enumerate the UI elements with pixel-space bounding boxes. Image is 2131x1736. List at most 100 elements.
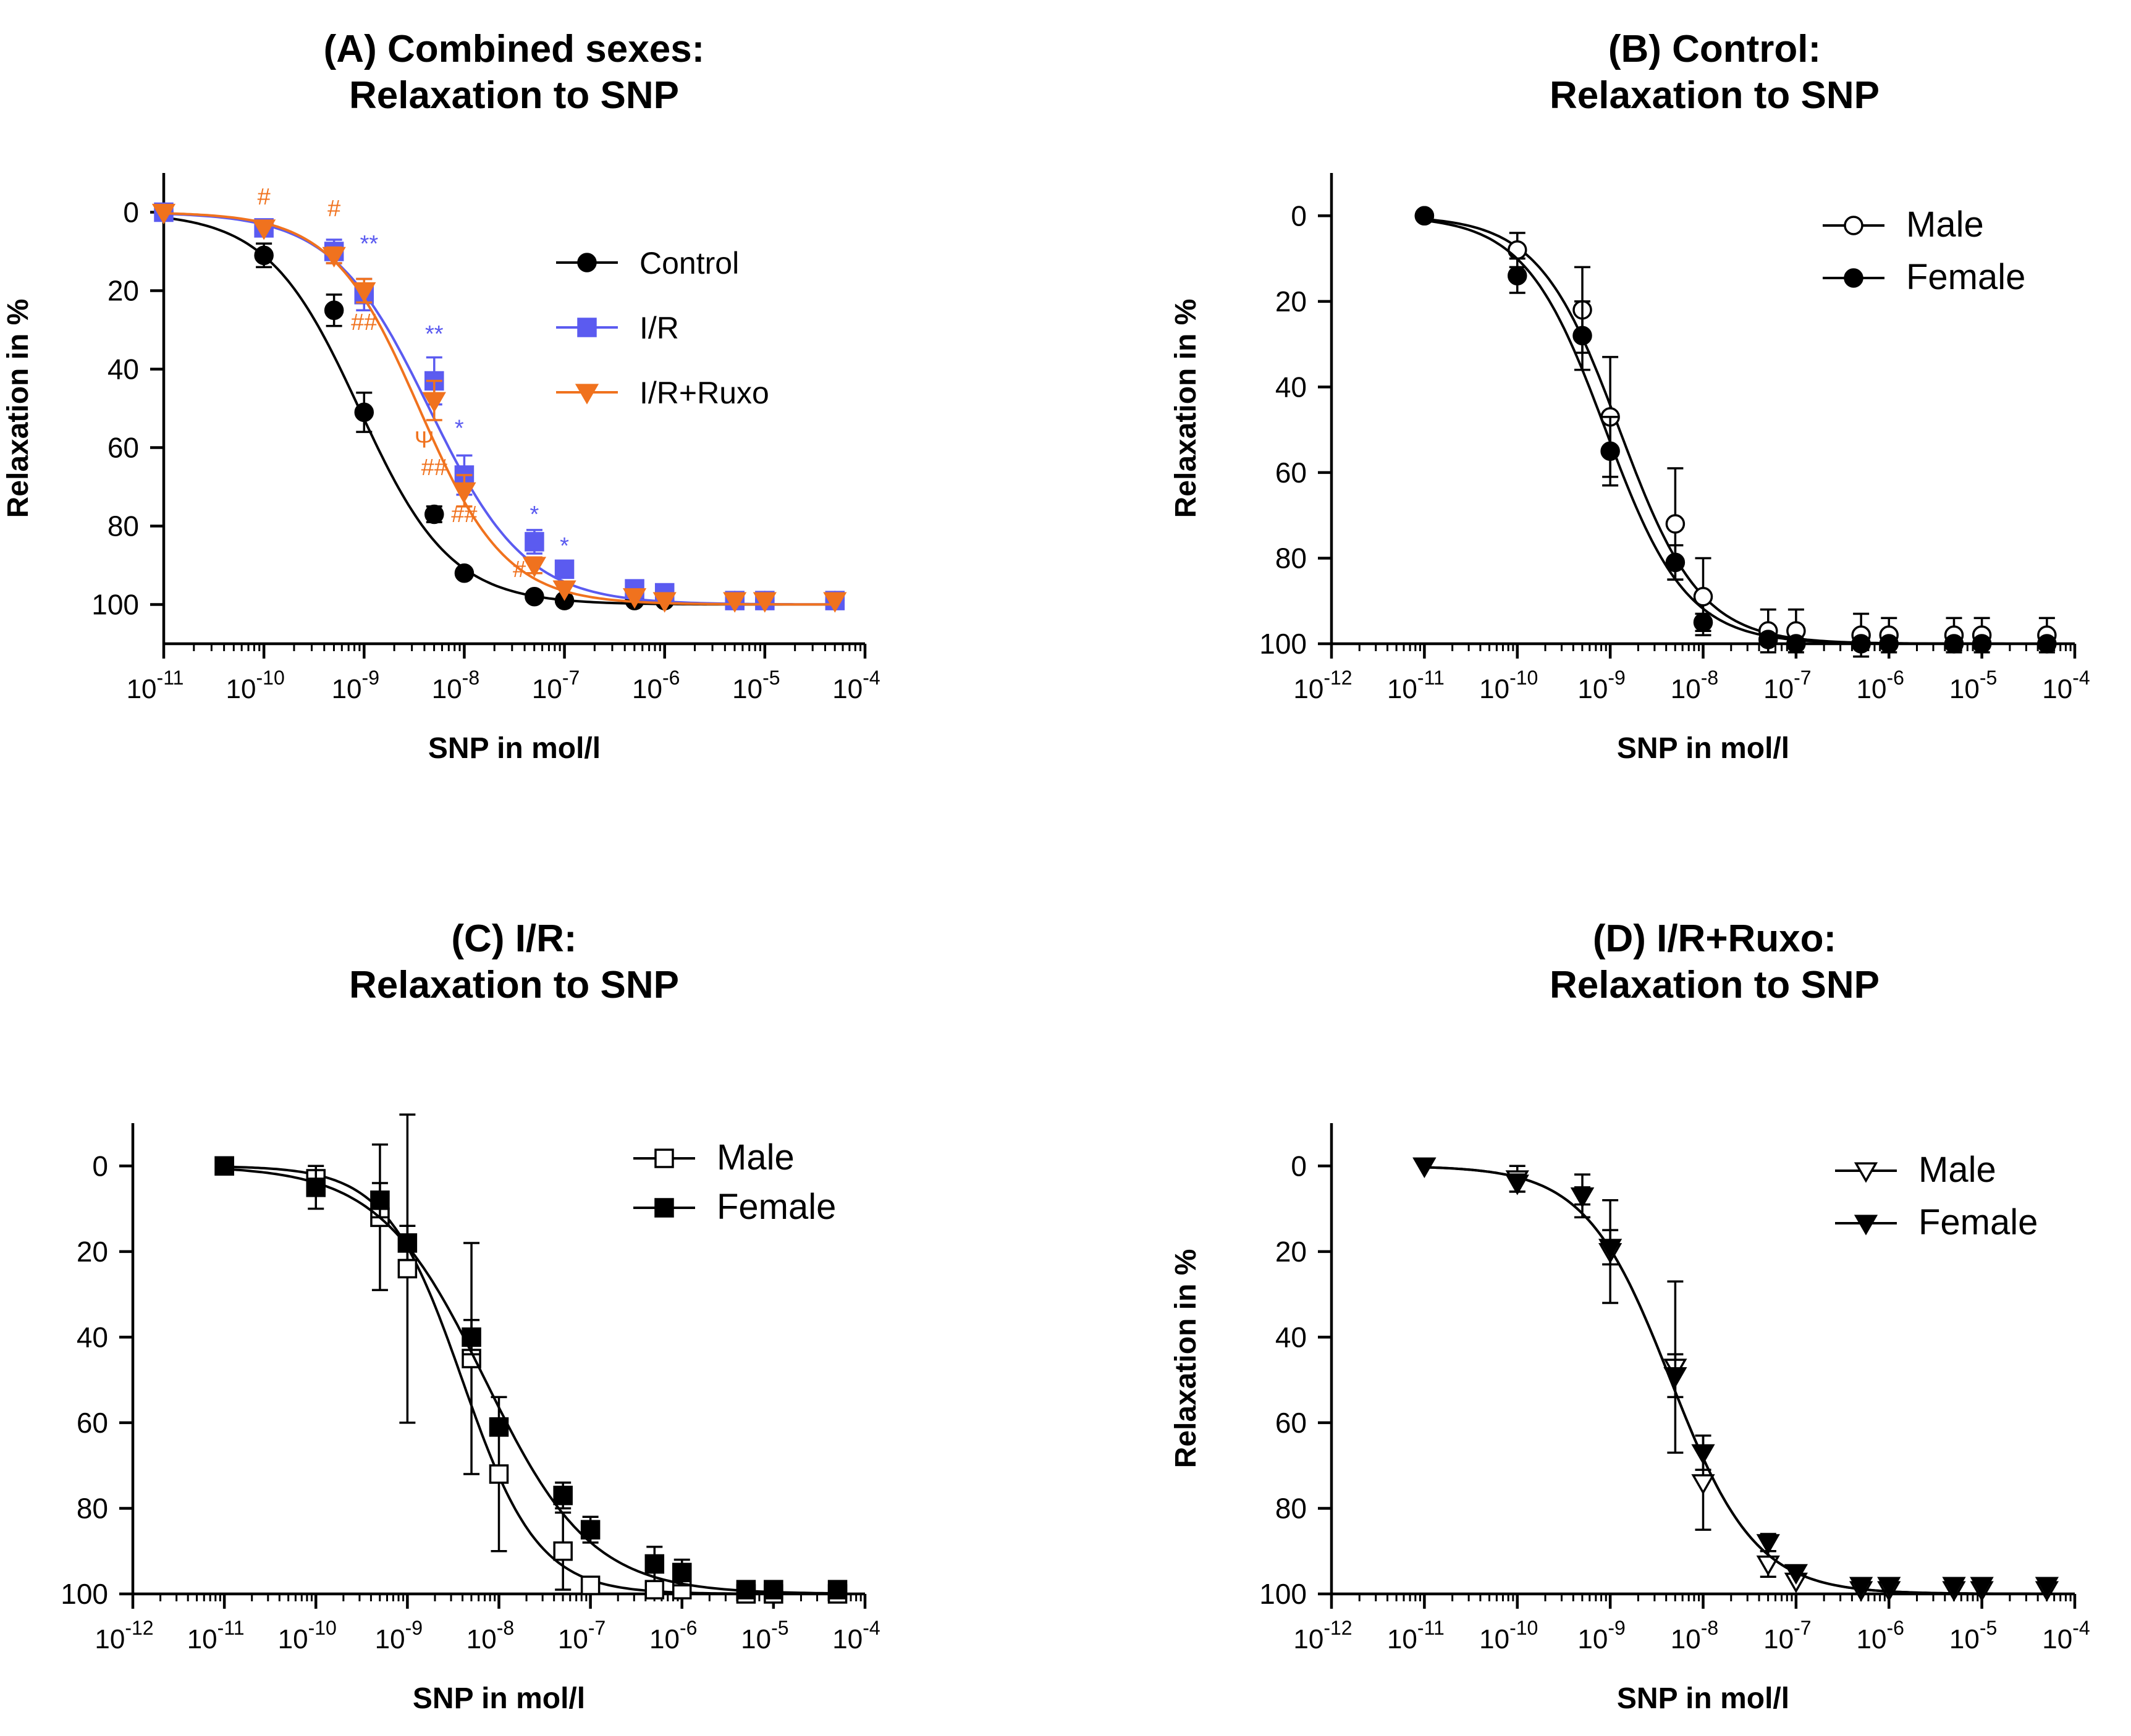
y-axis-label: Relaxation in % — [2, 299, 35, 518]
data-point — [1693, 587, 1713, 607]
y-tick-label: 60 — [77, 1407, 108, 1439]
legend-marker — [1854, 1162, 1878, 1183]
x-tick-exponent: -9 — [405, 1617, 423, 1639]
data-point — [424, 504, 444, 525]
x-tick-exponent: -10 — [256, 667, 284, 689]
data-point — [1600, 441, 1620, 461]
x-tick-exponent: -12 — [125, 1617, 153, 1639]
y-tick-label: 40 — [77, 1321, 108, 1353]
data-point — [525, 587, 544, 607]
x-tick-label: 10-11 — [127, 667, 184, 704]
y-tick-label: 20 — [77, 1236, 108, 1268]
data-point — [1691, 1474, 1715, 1495]
data-point — [354, 402, 374, 423]
legend-label: Female — [717, 1187, 836, 1227]
x-tick-label: 10-5 — [741, 1617, 788, 1654]
data-point — [827, 1580, 848, 1599]
x-tick-label: 10-10 — [1479, 667, 1538, 704]
x-tick-exponent: -8 — [497, 1617, 514, 1639]
x-tick-exponent: -11 — [157, 667, 184, 689]
x-tick-label: 10-7 — [1763, 1617, 1811, 1654]
data-point — [552, 580, 576, 601]
y-tick-label: 0 — [1291, 1150, 1307, 1182]
data-point — [489, 1417, 509, 1437]
x-tick-label: 10-11 — [1387, 667, 1445, 704]
data-point — [462, 1327, 481, 1347]
data-point — [1665, 514, 1686, 534]
data-point — [452, 482, 476, 503]
x-tick-exponent: -4 — [863, 1617, 880, 1639]
significance-mark: ** — [425, 321, 444, 347]
x-tick-label: 10-11 — [1387, 1617, 1445, 1654]
data-point — [1851, 634, 1871, 654]
x-tick-exponent: -9 — [362, 667, 379, 689]
data-point — [489, 1464, 509, 1484]
x-tick-exponent: -7 — [562, 667, 580, 689]
legend: Male Female — [633, 1137, 836, 1227]
x-tick-exponent: -9 — [1608, 667, 1625, 689]
chart-title: (B) Control: — [1608, 28, 1821, 70]
data-point — [1756, 1534, 1780, 1555]
x-tick-exponent: -11 — [217, 1617, 245, 1639]
data-point — [397, 1233, 418, 1253]
data-point — [1879, 634, 1899, 654]
data-point — [322, 246, 346, 268]
data-point — [522, 557, 547, 578]
data-point — [324, 300, 344, 320]
data-point — [1508, 240, 1527, 260]
x-tick-label: 10-12 — [1293, 1617, 1352, 1654]
fit-curve — [224, 1165, 838, 1595]
legend-label: Male — [1906, 204, 1984, 245]
data-point — [1598, 1239, 1623, 1260]
data-point — [1412, 1157, 1437, 1178]
data-point — [672, 1562, 692, 1583]
data-point — [1505, 1174, 1529, 1195]
data-point — [1572, 326, 1592, 345]
chart-subtitle: Relaxation to SNP — [1550, 964, 1880, 1006]
x-tick-label: 10-4 — [2042, 667, 2090, 704]
legend: Control I/R I/R+Ruxo — [556, 246, 769, 410]
x-tick-exponent: -11 — [1417, 1617, 1445, 1639]
data-point — [580, 1575, 601, 1595]
y-tick-label: 60 — [1275, 457, 1307, 489]
legend: Male Female — [1823, 204, 2025, 297]
x-tick-label: 10-6 — [632, 667, 680, 704]
x-tick-exponent: -6 — [1887, 1617, 1904, 1639]
data-point — [753, 592, 777, 613]
legend-label: Control — [639, 246, 739, 280]
chart-title: (A) Combined sexes: — [324, 28, 705, 70]
data-point — [2037, 634, 2057, 654]
series-female — [1414, 206, 2057, 654]
legend-label: Male — [717, 1137, 795, 1178]
fit-curve — [224, 1168, 838, 1595]
y-tick-label: 100 — [1259, 628, 1307, 660]
y-axis-label: Relaxation in % — [1170, 1249, 1202, 1468]
legend-marker — [654, 1148, 674, 1168]
fit-curve — [163, 212, 835, 606]
data-point — [1570, 1187, 1595, 1208]
data-point — [1663, 1367, 1687, 1388]
significance-mark: # — [513, 557, 526, 583]
x-axis-label: SNP in mol/l — [1617, 732, 1789, 765]
significance-mark: * — [530, 502, 539, 528]
significance-mark: Ψ — [415, 428, 434, 453]
x-axis-label: SNP in mol/l — [428, 732, 601, 765]
fit-curve — [1424, 219, 2047, 645]
x-tick-exponent: -5 — [762, 667, 780, 689]
data-point — [1414, 206, 1435, 226]
x-tick-label: 10-10 — [226, 667, 285, 704]
legend: Male Female — [1835, 1150, 2038, 1242]
legend-label: Female — [1906, 257, 2025, 297]
significance-mark: * — [455, 415, 464, 441]
data-point — [553, 1485, 573, 1506]
data-point — [1970, 1577, 1994, 1598]
x-tick-exponent: -12 — [1323, 667, 1352, 689]
x-tick-label: 10-6 — [1857, 1617, 1904, 1654]
data-point — [1972, 634, 1992, 654]
significance-mark: ** — [360, 231, 379, 257]
x-tick-label: 10-5 — [732, 667, 780, 704]
series-female — [1412, 1157, 2059, 1598]
data-point — [1849, 1577, 1873, 1598]
data-point — [553, 1541, 573, 1561]
